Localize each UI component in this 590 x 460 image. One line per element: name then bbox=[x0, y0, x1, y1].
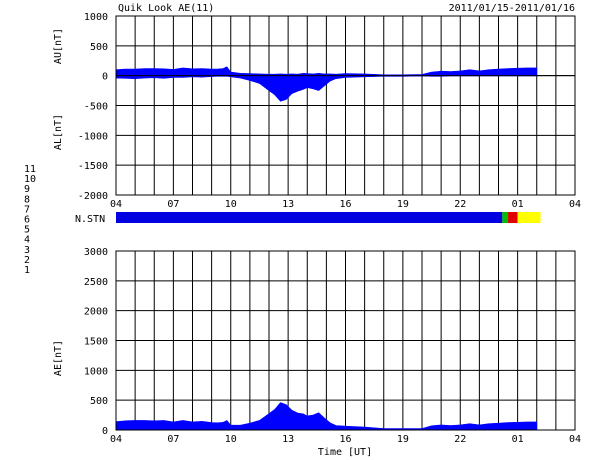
y-tick-label: 1000 bbox=[84, 366, 108, 377]
y-tick-label: -1500 bbox=[78, 161, 108, 172]
ae-area bbox=[115, 402, 538, 431]
chart-title: Quik Look AE(11) bbox=[118, 3, 214, 14]
date-range: 2011/01/15-2011/01/16 bbox=[449, 3, 575, 14]
au-al-y-ticks: 1000 500 0 -500 -1000 -1500 -2000 bbox=[78, 12, 108, 202]
x-tick-label: 13 bbox=[282, 199, 294, 210]
y-tick-label: 3000 bbox=[84, 247, 108, 258]
au-al-series bbox=[115, 66, 575, 102]
al-axis-label: AL[nT] bbox=[53, 114, 64, 150]
x-tick-label: 04 bbox=[569, 434, 581, 445]
station-legend-number: 1 bbox=[24, 265, 30, 276]
y-tick-label: 0 bbox=[102, 72, 108, 83]
x-tick-label: 04 bbox=[110, 434, 122, 445]
station-count-bar bbox=[116, 212, 541, 223]
au-al-gridlines bbox=[116, 16, 575, 195]
station-legend-number: 3 bbox=[24, 245, 30, 256]
x-tick-label: 10 bbox=[225, 434, 237, 445]
station-legend-number: 10 bbox=[24, 174, 36, 185]
station-legend-number: 6 bbox=[24, 215, 30, 226]
y-tick-label: 1500 bbox=[84, 337, 108, 348]
y-tick-label: 0 bbox=[102, 426, 108, 437]
station-count-label: N.STN bbox=[75, 214, 105, 225]
station-count-segment bbox=[116, 212, 503, 223]
x-axis-label: Time [UT] bbox=[318, 447, 372, 458]
x-tick-label: 01 bbox=[512, 199, 524, 210]
ae-y-ticks: 3000 2500 2000 1500 1000 500 0 bbox=[84, 247, 108, 437]
x-tick-label: 19 bbox=[397, 434, 409, 445]
y-tick-label: 500 bbox=[90, 42, 108, 53]
y-tick-label: 2500 bbox=[84, 277, 108, 288]
station-legend-number: 9 bbox=[24, 184, 30, 195]
au-al-plot-frame bbox=[115, 15, 576, 196]
y-tick-label: -1000 bbox=[78, 131, 108, 142]
x-tick-label: 01 bbox=[512, 434, 524, 445]
ae-gridlines bbox=[116, 251, 575, 430]
y-tick-label: 2000 bbox=[84, 307, 108, 318]
ae-x-ticks: 04 07 10 13 16 19 22 01 04 bbox=[110, 434, 581, 445]
x-tick-label: 13 bbox=[282, 434, 294, 445]
y-tick-label: 1000 bbox=[84, 12, 108, 23]
y-tick-label: -500 bbox=[84, 102, 108, 113]
au-axis-label: AU[nT] bbox=[53, 28, 64, 64]
x-tick-label: 04 bbox=[110, 199, 122, 210]
x-tick-label: 10 bbox=[225, 199, 237, 210]
station-legend-number: 11 bbox=[24, 164, 36, 175]
station-count-segment bbox=[508, 212, 518, 223]
station-legend-number: 7 bbox=[24, 204, 30, 215]
station-legend-number: 8 bbox=[24, 194, 30, 205]
y-tick-label: -2000 bbox=[78, 191, 108, 202]
au-area bbox=[115, 66, 538, 76]
x-tick-label: 04 bbox=[569, 199, 581, 210]
x-tick-label: 07 bbox=[167, 434, 179, 445]
x-tick-label: 07 bbox=[167, 199, 179, 210]
station-legend-number: 2 bbox=[24, 255, 30, 266]
x-tick-label: 16 bbox=[339, 199, 351, 210]
ae-series bbox=[115, 402, 538, 431]
au-al-x-ticks: 04 07 10 13 16 19 22 01 04 bbox=[110, 199, 581, 210]
station-legend-number: 4 bbox=[24, 235, 30, 246]
station-legend-number: 5 bbox=[24, 225, 30, 236]
y-tick-label: 500 bbox=[90, 396, 108, 407]
station-count-segment bbox=[517, 212, 541, 223]
x-tick-label: 22 bbox=[454, 434, 466, 445]
ae-axis-label: AE[nT] bbox=[53, 340, 64, 376]
station-count-panel: N.STN bbox=[75, 212, 541, 225]
x-tick-label: 19 bbox=[397, 199, 409, 210]
x-tick-label: 16 bbox=[339, 434, 351, 445]
station-count-segment bbox=[502, 212, 509, 223]
au-al-panel: 1000 500 0 -500 -1000 -1500 -2000 04 07 10 13 16 19… bbox=[53, 12, 581, 210]
ae-plot-frame bbox=[115, 250, 576, 431]
x-tick-label: 22 bbox=[454, 199, 466, 210]
